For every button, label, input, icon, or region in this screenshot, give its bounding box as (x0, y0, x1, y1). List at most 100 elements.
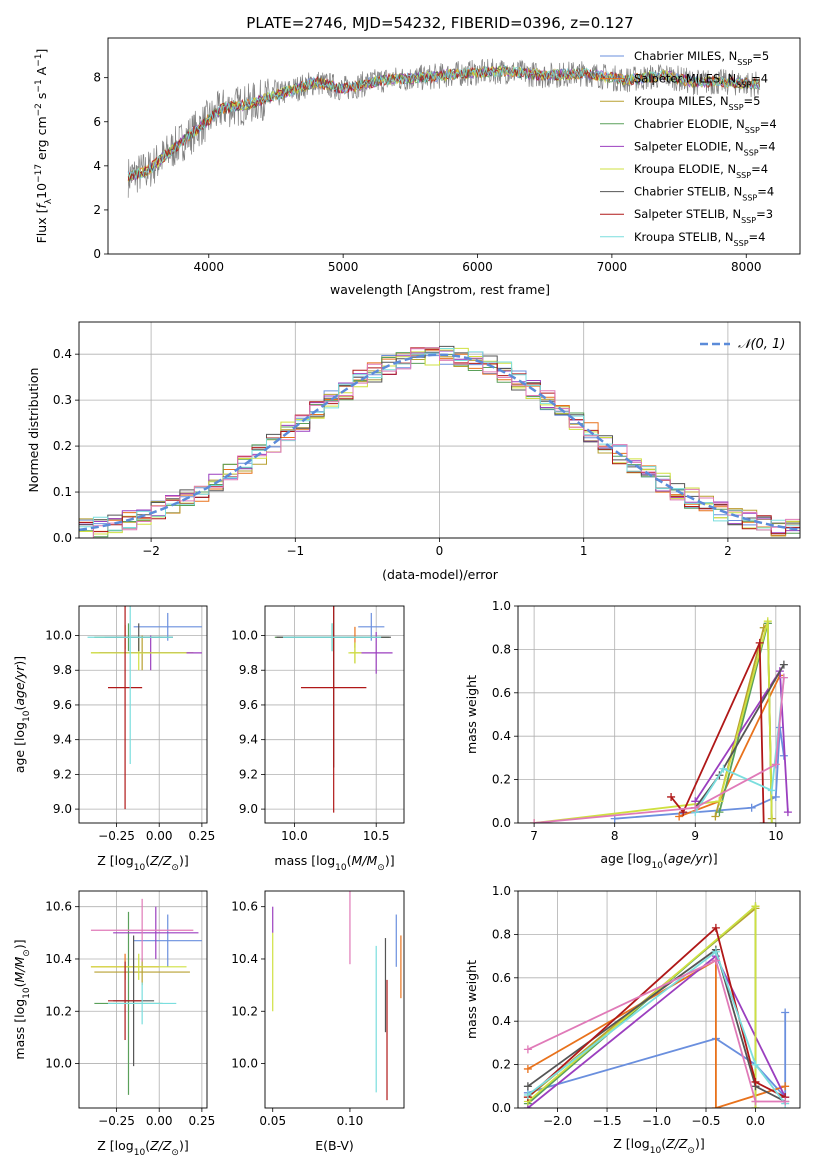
legend-entry-sub: SSP (745, 125, 760, 134)
y-tick-label: 9.4 (53, 733, 72, 747)
x-tick-label: 9 (691, 829, 699, 843)
mass-weight-line (527, 948, 786, 1103)
legend-entry-name: Chabrier ELODIE, N (634, 117, 745, 131)
x-tick-label: 7 (530, 829, 538, 843)
x-tick-label: −1.5 (592, 1114, 621, 1128)
axis-label-part: −1 (34, 53, 44, 66)
y-tick-label: 0.6 (492, 971, 511, 985)
mass-weight-marker (763, 617, 772, 626)
axis-label-part: λ (44, 198, 54, 204)
axis-label-part: A (34, 66, 49, 79)
plot-area (272, 891, 402, 1101)
axis-label-part: 10 (335, 863, 347, 873)
axis-label-part: ( (12, 982, 27, 987)
legend-entry-name: Salpeter MILES, N (634, 72, 736, 86)
axis-label-part: −17 (34, 164, 44, 183)
axis-label-part: −1 (34, 79, 44, 92)
mass-weight-marker (751, 902, 760, 911)
y-tick-label: 9.6 (239, 698, 258, 712)
mass-weight-line (533, 620, 773, 823)
mass-weight-marker (747, 803, 756, 812)
age-vs-metallicity-panel: −0.25 0.00 0.259.09.29.49.69.810.0Z [log10… (12, 605, 215, 873)
axis-label-part: 10 (652, 861, 664, 871)
mass-weight-marker (781, 1097, 790, 1106)
x-tick-label: −0.5 (691, 1114, 720, 1128)
y-tick-label: 8 (93, 71, 101, 85)
legend-entry-count: =5 (752, 49, 769, 63)
legend-entry-sub: SSP (744, 148, 759, 157)
y-tick-label: 10.6 (45, 900, 72, 914)
mass-weight-marker (715, 808, 724, 817)
axes-frame (517, 890, 801, 1109)
x-tick-label: 1 (580, 544, 588, 558)
y-tick-label: 10.4 (231, 952, 258, 966)
mass-weight-marker (759, 819, 768, 823)
legend-entry-count: =4 (751, 162, 768, 176)
y-tick-label: 10.0 (231, 1057, 258, 1071)
axes-frame (517, 605, 801, 824)
axis-label-part: 10 (134, 863, 146, 873)
axis-label-part: ( (145, 853, 150, 868)
axis-label-part: mass [log (274, 853, 335, 868)
y-tick-label: 0.2 (53, 439, 72, 453)
y-axis-label: age [log10(age/yr)] (12, 656, 32, 773)
legend-entry-count: =4 (759, 139, 776, 153)
axis-label-part: mass weight (464, 675, 479, 754)
axis-label-part: mass weight (464, 960, 479, 1039)
legend-entry: Kroupa STELIB, NSSP=4 (634, 230, 765, 248)
legend-entry-name: Salpeter STELIB, N (634, 207, 741, 221)
legend-entry-sub: SSP (736, 80, 751, 89)
axis-label-part: Z [log (97, 1138, 133, 1153)
mass-weight-marker (523, 1082, 532, 1091)
mass-weight-marker (711, 1104, 720, 1108)
x-tick-label: −0.25 (98, 1114, 135, 1128)
mass-weight-line (527, 958, 786, 1108)
x-tick-label: 0.00 (146, 829, 173, 843)
y-tick-label: 10.0 (231, 629, 258, 643)
mass-weight-line (527, 959, 786, 1103)
mass-weight-marker (675, 812, 684, 821)
axis-label-part: )] (708, 851, 718, 866)
mass-weight-marker (711, 812, 720, 821)
mass-weight-marker (667, 792, 676, 801)
legend-entry: Salpeter MILES, NSSP=4 (634, 72, 768, 90)
y-tick-label: 0.8 (492, 642, 511, 656)
gaussian-legend-label: 𝒩(0, 1) (738, 337, 785, 352)
legend-entry-count: =4 (751, 72, 768, 86)
y-axis-label: Normed distribution (26, 368, 41, 493)
axis-label-part: mass [log (12, 999, 27, 1060)
x-tick-label: 0.25 (189, 1114, 216, 1128)
x-axis-label: Z [log10(Z/Z⊙)] (97, 853, 188, 873)
mass-weight-line (527, 904, 757, 1108)
axis-label-part: 10 (22, 987, 32, 999)
x-tick-label: 0.10 (337, 1114, 364, 1128)
legend-entry-count: =5 (744, 94, 761, 108)
y-tick-label: 9.8 (239, 663, 258, 677)
y-tick-label: 9.0 (53, 802, 72, 816)
y-tick-label: 0.0 (53, 531, 72, 545)
axis-label-part: )] (179, 1138, 189, 1153)
y-tick-label: 9.2 (53, 767, 72, 781)
y-tick-label: 10.0 (45, 629, 72, 643)
axis-label-part: ( (347, 853, 352, 868)
axes-decoration: −2.0 −1.5 −1.0 −0.5 0.0 0.0 0.2 0.4 0.6 0.8 1.0 Z [… (464, 884, 801, 1156)
y-tick-label: 0.2 (492, 1058, 511, 1072)
axis-label-part: age [log (600, 851, 651, 866)
mass-weight-line (534, 677, 785, 823)
mass-weight-marker (781, 1008, 790, 1017)
legend-entry-sub: SSP (742, 193, 757, 202)
y-axis-label: mass [log10(M/M⊙)] (12, 939, 32, 1059)
axis-label-part: ⊙ (171, 1148, 179, 1158)
axis-label-part: f (34, 203, 49, 209)
y-tick-label: 0.6 (492, 686, 511, 700)
axes-frame (107, 37, 801, 255)
x-tick-label: −1 (286, 544, 304, 558)
legend-entry-sub: SSP (741, 216, 756, 225)
axes-decoration: 0.05 0.10 10.0 10.2 10.4 10.6 E(B-V) (231, 890, 405, 1153)
x-tick-label: −0.25 (98, 829, 135, 843)
model-spectrum-line (127, 64, 761, 180)
